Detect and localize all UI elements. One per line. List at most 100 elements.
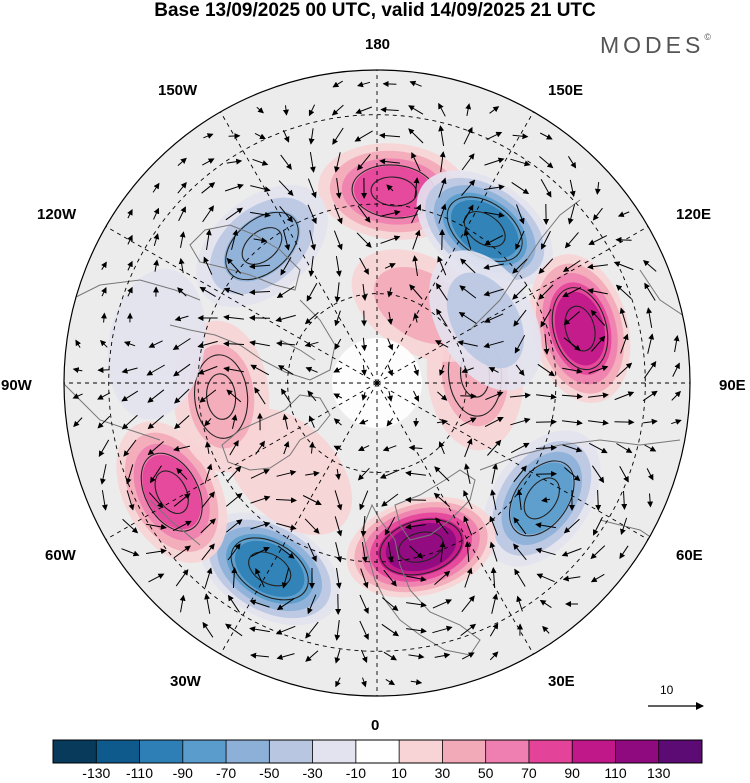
wind-arrow-63 [153, 207, 160, 220]
wind-arrow-252 [436, 419, 448, 425]
lon-label-150w: 150W [158, 82, 198, 99]
wind-arrow-75 [462, 204, 474, 223]
wind-arrow-139 [483, 288, 504, 297]
wind-arrow-409 [381, 623, 400, 637]
wind-arrow-308 [148, 492, 164, 509]
wind-arrow-379 [434, 570, 451, 585]
wind-arrow-413 [489, 622, 499, 637]
brand-text: MODES [600, 32, 705, 58]
wind-arrow-289 [226, 465, 242, 482]
wind-arrow-188 [647, 333, 655, 354]
wind-arrow-51 [335, 178, 342, 199]
wind-arrow-145 [644, 282, 656, 301]
wind-arrow-161 [513, 309, 527, 327]
wind-arrow-47 [224, 183, 244, 192]
wind-arrow-36 [379, 158, 400, 165]
wind-arrow-169 [123, 341, 136, 347]
wind-arrow-253 [459, 417, 477, 427]
scandinavia-outline [394, 469, 476, 541]
wind-arrow-278 [510, 442, 530, 454]
wind-arrow-408 [359, 620, 369, 641]
wind-arrow-356 [335, 542, 343, 563]
wind-arrow-423 [434, 652, 451, 659]
wind-arrow-163 [563, 311, 580, 326]
wind-arrow-84 [179, 231, 186, 248]
wind-arrow-173 [223, 340, 245, 347]
wind-arrow-376 [360, 568, 369, 589]
wind-arrow-404 [249, 626, 270, 633]
wind-arrow-178 [361, 337, 368, 352]
wind-arrow-411 [432, 625, 453, 634]
wind-arrow-81 [617, 211, 630, 218]
wind-arrow-45 [177, 182, 187, 194]
wind-arrow-426 [335, 677, 341, 688]
wind-arrow-384 [562, 575, 581, 582]
wind-arrow-400 [539, 599, 552, 609]
wind-arrow-342 [489, 515, 499, 536]
height-contour-4-1 [523, 477, 560, 520]
wind-arrow-168 [99, 339, 108, 348]
reference-vector-label: 10 [660, 683, 674, 697]
wind-arrow-277 [487, 439, 502, 456]
lon-label-60w: 60W [45, 547, 76, 564]
wind-arrow-257 [562, 419, 583, 426]
wind-arrow-358 [387, 542, 394, 563]
wind-arrow-422 [408, 653, 425, 660]
height-contour-0-1 [370, 176, 418, 207]
wind-arrow-397 [461, 595, 475, 613]
wind-arrow-389 [249, 599, 270, 608]
wind-arrow-19 [332, 127, 344, 145]
wind-arrow-21 [379, 132, 401, 139]
wind-arrow-380 [464, 567, 473, 588]
wind-arrow-82 [127, 234, 133, 245]
wind-arrow-59 [540, 179, 552, 198]
wind-arrow-158 [436, 308, 448, 327]
wind-arrow-100 [588, 235, 608, 245]
wind-arrow-116 [460, 258, 476, 274]
lon-label-90w: 90W [1, 377, 32, 394]
wind-arrow-118 [512, 258, 528, 274]
wind-arrow-7 [331, 104, 344, 116]
wind-arrow-181 [457, 340, 478, 347]
wind-arrow-29 [202, 158, 215, 166]
wind-arrow-377 [383, 569, 397, 587]
wind-arrow-26 [512, 133, 529, 140]
wind-arrow-354 [277, 545, 295, 559]
height-contour-2-1 [564, 305, 596, 352]
wind-arrow-249 [359, 418, 369, 425]
wind-arrow-44 [152, 182, 160, 193]
wind-arrow-349 [146, 548, 167, 555]
wind-arrow-326 [621, 490, 628, 510]
wind-arrow-121 [587, 263, 608, 270]
colorbar-bin-7 [355, 740, 400, 763]
wind-arrow-198 [277, 365, 294, 375]
wind-arrow-280 [562, 444, 583, 453]
wind-arrow-288 [204, 463, 213, 484]
wind-arrow-235 [614, 391, 635, 401]
wind-arrow-202 [387, 364, 394, 377]
wind-arrow-428 [385, 678, 396, 686]
wind-arrow-335 [304, 518, 320, 534]
wind-arrow-225 [361, 392, 368, 401]
wind-arrow-416 [250, 652, 269, 659]
wind-arrow-35 [357, 153, 371, 171]
wind-arrow-135 [387, 287, 394, 298]
colorbar-tick-label: 110 [604, 765, 627, 781]
wind-arrow-17 [282, 129, 290, 143]
wind-arrow-369 [175, 569, 189, 587]
wind-arrow-31 [252, 158, 269, 166]
colorbar-frame [52, 739, 703, 764]
wind-arrow-244 [231, 414, 238, 429]
wind-arrow-207 [515, 364, 525, 377]
wind-arrow-41 [510, 158, 531, 167]
height-contour-7-1 [154, 470, 189, 514]
wind-arrow-148 [174, 315, 189, 322]
wind-arrow-70 [333, 204, 343, 225]
wind-arrow-332 [225, 519, 243, 533]
wind-arrow-102 [101, 261, 107, 270]
wind-arrow-87 [253, 237, 268, 244]
wind-arrow-350 [173, 545, 191, 559]
wind-arrow-1 [357, 81, 371, 88]
wind-arrow-427 [361, 677, 367, 688]
wind-arrow-115 [437, 255, 447, 276]
